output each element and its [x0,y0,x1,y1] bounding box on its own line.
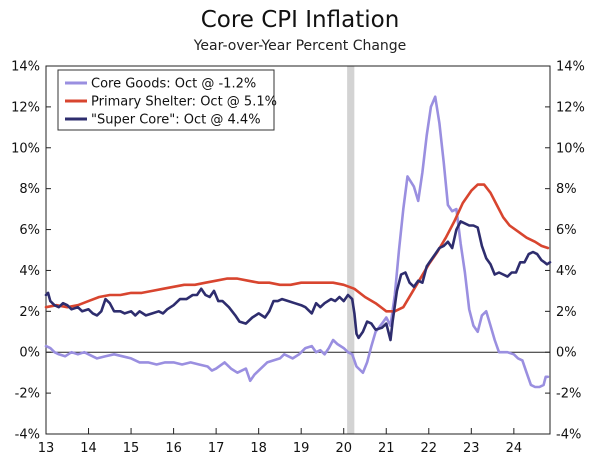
y-tick-label-right: 10% [556,141,585,156]
y-tick-label-left: 6% [19,223,40,238]
legend-label-0: Core Goods: Oct @ -1.2% [91,77,256,92]
y-tick-label-right: 12% [556,100,585,115]
y-tick-label-right: 14% [556,60,585,75]
x-tick-label: 20 [335,441,352,456]
plot-frame [45,65,551,435]
x-tick-label: 18 [250,441,267,456]
series-line-1 [44,183,550,313]
y-tick-label-left: 8% [19,182,40,197]
chart-subtitle: Year-over-Year Percent Change [193,38,407,54]
recession-bar [347,66,355,434]
x-tick-label: 16 [165,441,182,456]
x-tick-label: 23 [463,441,480,456]
series-line-2 [44,220,552,342]
y-tick-label-right: -2% [556,387,581,402]
y-tick-label-left: -4% [15,428,40,443]
chart-title: Core CPI Inflation [200,7,400,33]
x-tick-label: 13 [38,441,55,456]
y-tick-label-left: 12% [11,100,40,115]
y-tick-label-right: -4% [556,428,581,443]
y-tick-label-left: -2% [15,387,40,402]
y-tick-label-left: 4% [19,264,40,279]
x-tick-label: 15 [123,441,140,456]
y-tick-label-right: 0% [556,346,577,361]
y-tick-label-right: 6% [556,223,577,238]
x-tick-label: 17 [208,441,225,456]
legend-label-1: Primary Shelter: Oct @ 5.1% [91,95,277,110]
legend-box [57,69,275,131]
x-tick-label: 14 [80,441,97,456]
y-tick-label-right: 4% [556,264,577,279]
series-line-0 [44,95,550,389]
x-tick-label: 21 [378,441,395,456]
y-tick-label-right: 2% [556,305,577,320]
x-tick-label: 19 [293,441,310,456]
x-tick-label: 24 [506,441,523,456]
y-tick-label-left: 10% [11,141,40,156]
y-tick-label-left: 14% [11,60,40,75]
x-tick-label: 22 [421,441,438,456]
y-tick-label-right: 8% [556,182,577,197]
legend-label-2: "Super Core": Oct @ 4.4% [91,113,261,128]
y-tick-label-left: 2% [19,305,40,320]
y-tick-label-left: 0% [19,346,40,361]
